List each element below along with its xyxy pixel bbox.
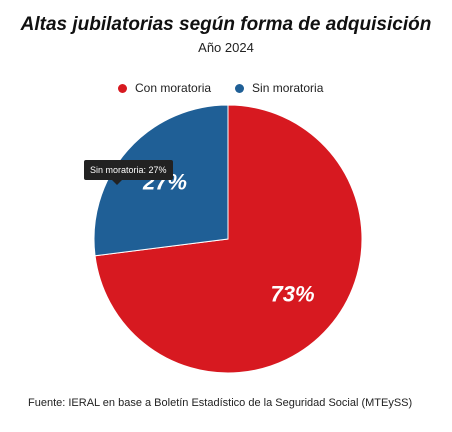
chart-title: Altas jubilatorias según forma de adquis…: [20, 14, 432, 35]
pie-slices: [93, 104, 363, 374]
legend-item-sin-moratoria[interactable]: Sin moratoria: [235, 81, 323, 95]
legend-item-con-moratoria[interactable]: Con moratoria: [118, 81, 211, 95]
chart-subtitle: Año 2024: [198, 40, 254, 55]
pie-slice-sin-moratoria[interactable]: [93, 104, 229, 257]
legend-label-sin-moratoria: Sin moratoria: [252, 81, 324, 95]
legend-color-sin-moratoria: [235, 83, 245, 93]
pie-slice-con-moratoria[interactable]: [94, 104, 363, 374]
legend-color-con-moratoria: [118, 83, 127, 93]
chart-legend: Con moratoria Sin moratoria: [118, 80, 323, 96]
legend-label-con-moratoria: Con moratoria: [135, 81, 212, 95]
chart-tooltip: Sin moratoria: 27%: [84, 160, 173, 185]
chart-source: Fuente: IERAL en base a Boletín Estadíst…: [28, 397, 413, 409]
data-label-con-moratoria: 73%: [270, 282, 314, 307]
